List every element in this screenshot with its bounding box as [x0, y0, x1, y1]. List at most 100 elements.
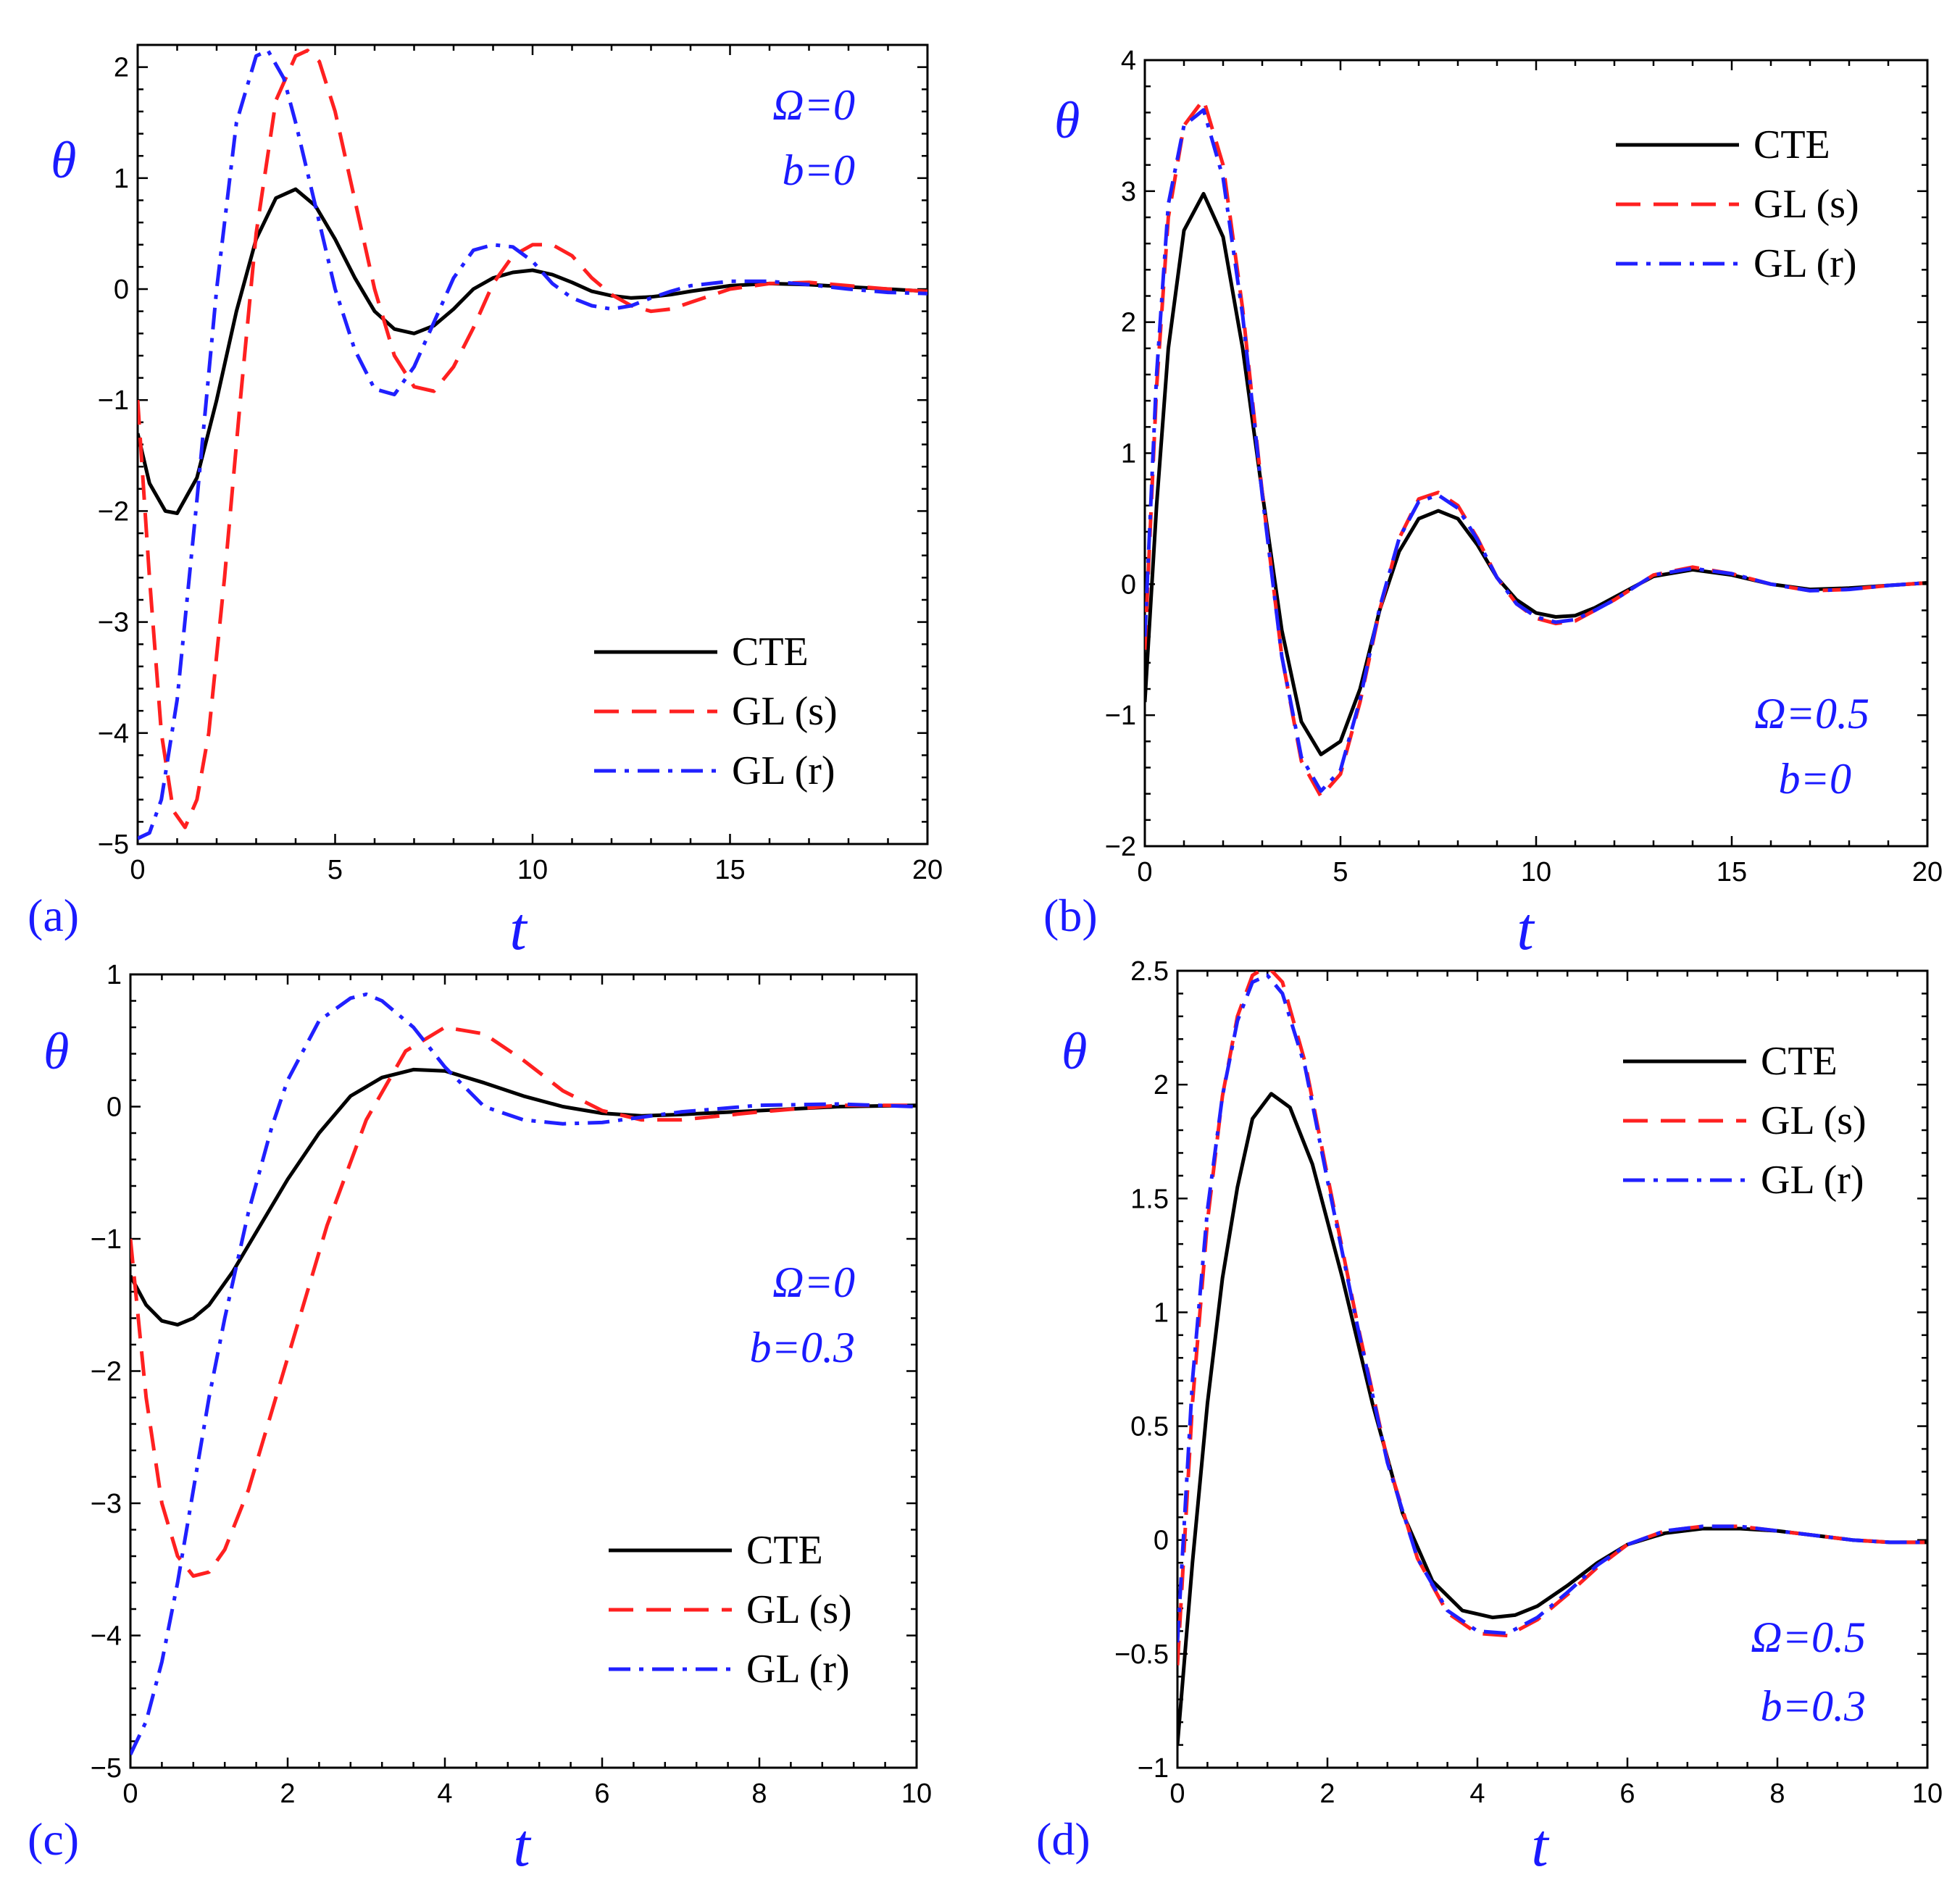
x-tick-label: 20	[1912, 857, 1943, 887]
series-line-gl-r	[130, 992, 917, 1755]
x-tick-label: 15	[714, 855, 745, 885]
legend-label: GL (r)	[732, 748, 835, 793]
series-line-gl-r	[1177, 973, 1927, 1643]
x-tick-label: 10	[901, 1779, 932, 1809]
series-line-cte	[130, 1067, 917, 1327]
y-tick-label: 1	[114, 164, 129, 194]
y-tick-label: 2.5	[1130, 956, 1169, 987]
y-tick-label: −5	[91, 1753, 122, 1784]
x-tick-label: 0	[1169, 1779, 1185, 1809]
x-tick-label: 5	[328, 855, 343, 885]
chart-panel-3: 0 2 4 6 8 10 −5 −4 −3 −2 −1 0 1 θ t (c) Ω=0 b=0.3 CTE GL (s…	[28, 960, 932, 1879]
panel-label: (b)	[1043, 890, 1098, 941]
x-axis-label: t	[513, 1812, 532, 1879]
legend-label: GL (s)	[746, 1587, 852, 1632]
legend: CTE GL (s) GL (r)	[1616, 122, 1859, 286]
series-line-cte	[1145, 191, 1927, 756]
x-tick-label: 4	[1469, 1779, 1485, 1809]
legend-label: CTE	[746, 1528, 823, 1573]
series-line-gl-r	[138, 49, 927, 840]
y-tick-label: 0	[1154, 1526, 1169, 1556]
x-axis-label: t	[509, 895, 528, 963]
y-tick-label: −3	[98, 608, 129, 638]
y-tick-label: 0	[1121, 569, 1136, 600]
x-tick-label: 5	[1333, 857, 1348, 887]
series-group	[138, 49, 927, 840]
y-tick-label: 2	[1121, 308, 1136, 338]
series-group	[1145, 97, 1927, 798]
y-tick-label: −3	[91, 1489, 122, 1519]
legend-label: GL (s)	[1761, 1098, 1867, 1143]
x-tick-label: 10	[1912, 1779, 1943, 1809]
panel-label: (c)	[28, 1813, 79, 1865]
legend-label: GL (s)	[1753, 182, 1859, 227]
y-tick-label: 2	[1154, 1070, 1169, 1100]
y-tick-label: 1	[1154, 1298, 1169, 1328]
legend-label: GL (r)	[746, 1647, 850, 1692]
y-tick-label: −1	[98, 385, 129, 416]
x-tick-label: 10	[1521, 857, 1551, 887]
x-tick-label: 15	[1717, 857, 1747, 887]
x-tick-label: 2	[1319, 1779, 1335, 1809]
legend: CTE GL (s) GL (r)	[609, 1528, 852, 1692]
x-tick-label: 2	[280, 1779, 295, 1809]
y-tick-label: −1	[1138, 1753, 1169, 1784]
chart-panel-2: 0 5 10 15 20 −2 −1 0 1 2 3 4 θ t (b) Ω=0.5 b=0 CTE GL (s) G…	[1043, 46, 1943, 963]
x-tick-label: 8	[751, 1779, 767, 1809]
series-line-cte	[138, 187, 927, 515]
y-tick-label: −2	[91, 1357, 122, 1387]
y-axis-label: θ	[51, 131, 76, 189]
series-group	[1177, 971, 1927, 1745]
y-tick-label: −0.5	[1114, 1639, 1169, 1670]
series-line-gl-s	[130, 1025, 917, 1578]
legend-label: CTE	[1753, 122, 1830, 167]
y-tick-label: −2	[98, 496, 129, 527]
y-tick-label: 0.5	[1130, 1412, 1169, 1442]
parameter-annotation: Ω=0	[772, 81, 855, 129]
parameter-annotation: Ω=0.5	[1751, 1613, 1866, 1661]
y-tick-label: 4	[1121, 46, 1136, 76]
x-tick-label: 0	[130, 855, 145, 885]
y-tick-label: 1	[107, 960, 122, 990]
x-tick-label: 8	[1769, 1779, 1785, 1809]
x-tick-label: 20	[912, 855, 943, 885]
parameter-annotation: b=0	[1779, 755, 1852, 803]
y-tick-label: 2	[114, 53, 129, 83]
plot-frame	[1176, 969, 1929, 1769]
x-tick-label: 6	[1619, 1779, 1635, 1809]
x-tick-label: 0	[1137, 857, 1152, 887]
series-line-gl-r	[1145, 108, 1927, 793]
parameter-annotation: b=0.3	[1761, 1682, 1867, 1730]
series-line-gl-s	[138, 49, 927, 830]
y-tick-label: 3	[1121, 177, 1136, 207]
y-axis-label: θ	[1054, 91, 1080, 149]
legend-label: GL (r)	[1761, 1158, 1864, 1203]
x-axis-label: t	[1517, 895, 1535, 963]
legend: CTE GL (s) GL (r)	[1623, 1039, 1867, 1203]
chart-panel-1: 0 5 10 15 20 −5 −4 −3 −2 −1 0 1 2 θ t (a) Ω=0 b=0 CTE GL (s…	[28, 43, 943, 963]
x-tick-label: 6	[594, 1779, 609, 1809]
series-group	[130, 992, 917, 1755]
x-tick-label: 10	[517, 855, 548, 885]
y-tick-label: 0	[107, 1093, 122, 1123]
y-tick-label: −5	[98, 830, 129, 860]
parameter-annotation: Ω=0	[772, 1258, 855, 1306]
legend-label: CTE	[732, 630, 809, 674]
panel-label: (a)	[28, 890, 79, 941]
x-tick-label: 0	[122, 1779, 138, 1809]
y-tick-label: −2	[1105, 832, 1136, 862]
parameter-annotation: Ω=0.5	[1754, 690, 1869, 738]
y-tick-label: 0	[114, 275, 129, 305]
parameter-annotation: b=0	[783, 146, 856, 194]
y-tick-label: −1	[91, 1224, 122, 1255]
legend: CTE GL (s) GL (r)	[594, 630, 838, 793]
y-tick-label: 1.5	[1130, 1184, 1169, 1214]
y-axis-label: θ	[1062, 1022, 1087, 1080]
x-axis-label: t	[1531, 1812, 1550, 1879]
y-tick-label: −4	[91, 1621, 122, 1652]
x-tick-label: 4	[437, 1779, 452, 1809]
legend-label: GL (r)	[1753, 241, 1857, 286]
chart-panel-4: 0 2 4 6 8 10 −1 −0.5 0 0.5 1 1.5 2 2.5 θ t (d) Ω=0.5 b=0.3…	[1036, 956, 1943, 1879]
parameter-annotation: b=0.3	[750, 1324, 856, 1371]
